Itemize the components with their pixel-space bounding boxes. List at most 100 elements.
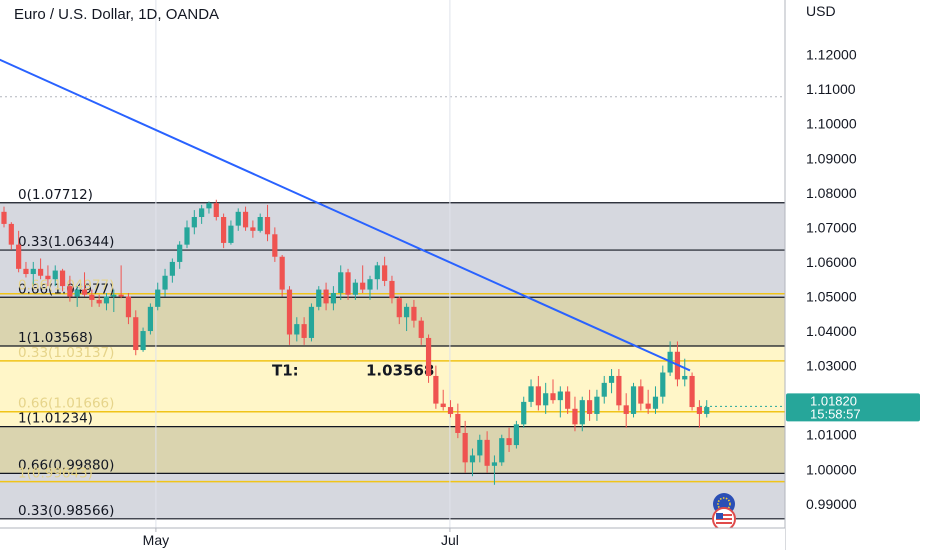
- candle[interactable]: [316, 286, 322, 311]
- candle[interactable]: [404, 303, 410, 332]
- candle[interactable]: [45, 265, 51, 287]
- candle[interactable]: [257, 213, 263, 233]
- candle[interactable]: [389, 275, 395, 304]
- candle[interactable]: [579, 396, 585, 432]
- candle[interactable]: [565, 386, 571, 414]
- candle[interactable]: [411, 299, 417, 328]
- candle[interactable]: [535, 375, 541, 411]
- candle[interactable]: [630, 382, 637, 418]
- candle[interactable]: [521, 396, 527, 428]
- candle[interactable]: [147, 303, 153, 335]
- candle[interactable]: [155, 282, 161, 311]
- candle[interactable]: [616, 369, 622, 411]
- candle[interactable]: [301, 317, 307, 345]
- candle[interactable]: [133, 310, 139, 356]
- candle[interactable]: [103, 293, 110, 311]
- time-axis[interactable]: May Jul: [0, 527, 785, 550]
- candle[interactable]: [360, 265, 366, 294]
- candle[interactable]: [447, 400, 454, 418]
- candle[interactable]: [367, 275, 373, 300]
- candle[interactable]: [111, 289, 117, 313]
- candle[interactable]: [140, 327, 146, 352]
- candle[interactable]: [59, 268, 66, 292]
- candle[interactable]: [162, 268, 168, 297]
- candle[interactable]: [294, 317, 300, 342]
- candle[interactable]: [118, 265, 124, 299]
- candle[interactable]: [425, 334, 432, 383]
- candle[interactable]: [30, 261, 36, 285]
- candle[interactable]: [491, 455, 498, 485]
- candle[interactable]: [330, 286, 336, 311]
- candle[interactable]: [528, 379, 534, 408]
- candle[interactable]: [396, 296, 402, 325]
- candle[interactable]: [38, 258, 44, 280]
- candle[interactable]: [608, 369, 615, 394]
- candle[interactable]: [382, 256, 388, 287]
- candle[interactable]: [440, 389, 446, 411]
- candle[interactable]: [696, 400, 702, 428]
- candle[interactable]: [345, 268, 351, 300]
- candle[interactable]: [352, 279, 358, 300]
- candle[interactable]: [250, 220, 256, 238]
- candle[interactable]: [433, 365, 439, 409]
- candle[interactable]: [191, 210, 197, 235]
- candle[interactable]: [601, 375, 607, 404]
- descending-trendline[interactable]: [0, 58, 691, 372]
- candle[interactable]: [550, 379, 556, 404]
- candle[interactable]: [228, 220, 234, 245]
- candle[interactable]: [81, 272, 88, 297]
- candle[interactable]: [652, 386, 659, 414]
- candle[interactable]: [338, 265, 344, 300]
- candle[interactable]: [235, 208, 241, 231]
- candle[interactable]: [499, 434, 505, 466]
- candle[interactable]: [125, 293, 132, 325]
- candle[interactable]: [572, 396, 578, 432]
- candle[interactable]: [67, 275, 73, 302]
- candle[interactable]: [506, 427, 512, 452]
- candle[interactable]: [638, 379, 644, 411]
- candle[interactable]: [89, 289, 95, 307]
- candle[interactable]: [374, 261, 380, 290]
- candle[interactable]: [660, 365, 666, 404]
- candle[interactable]: [682, 358, 688, 387]
- trendline-layer[interactable]: [0, 58, 691, 372]
- candle[interactable]: [469, 448, 476, 477]
- candle[interactable]: [286, 286, 293, 345]
- candle[interactable]: [418, 317, 424, 345]
- candle[interactable]: [477, 434, 483, 463]
- candle[interactable]: [8, 222, 14, 250]
- candle[interactable]: [543, 382, 549, 414]
- candle[interactable]: [213, 199, 219, 221]
- candle[interactable]: [264, 204, 271, 242]
- candle[interactable]: [455, 403, 461, 439]
- candle[interactable]: [272, 227, 278, 262]
- candle[interactable]: [689, 372, 695, 411]
- candle[interactable]: [587, 389, 593, 421]
- candle[interactable]: [23, 261, 29, 278]
- candle[interactable]: [199, 204, 205, 224]
- candle[interactable]: [323, 282, 329, 311]
- candle[interactable]: [206, 201, 212, 214]
- candle[interactable]: [645, 389, 651, 414]
- candle[interactable]: [242, 206, 249, 231]
- candle[interactable]: [169, 258, 175, 283]
- candle[interactable]: [462, 420, 468, 473]
- candle[interactable]: [184, 220, 190, 249]
- price-axis[interactable]: USD 1.120001.110001.100001.090001.080001…: [784, 0, 932, 550]
- candle[interactable]: [52, 265, 58, 287]
- candle[interactable]: [279, 255, 285, 297]
- candle[interactable]: [16, 230, 22, 273]
- candle[interactable]: [308, 303, 315, 342]
- candle[interactable]: [1, 206, 7, 228]
- candle[interactable]: [484, 431, 490, 473]
- candle[interactable]: [623, 393, 629, 428]
- candle[interactable]: [594, 389, 600, 421]
- candle[interactable]: [74, 286, 80, 307]
- candle[interactable]: [177, 241, 183, 269]
- candle[interactable]: [557, 386, 563, 418]
- candle[interactable]: [221, 213, 227, 249]
- candle[interactable]: [96, 294, 102, 307]
- candle[interactable]: [513, 420, 519, 449]
- candle[interactable]: [704, 400, 710, 418]
